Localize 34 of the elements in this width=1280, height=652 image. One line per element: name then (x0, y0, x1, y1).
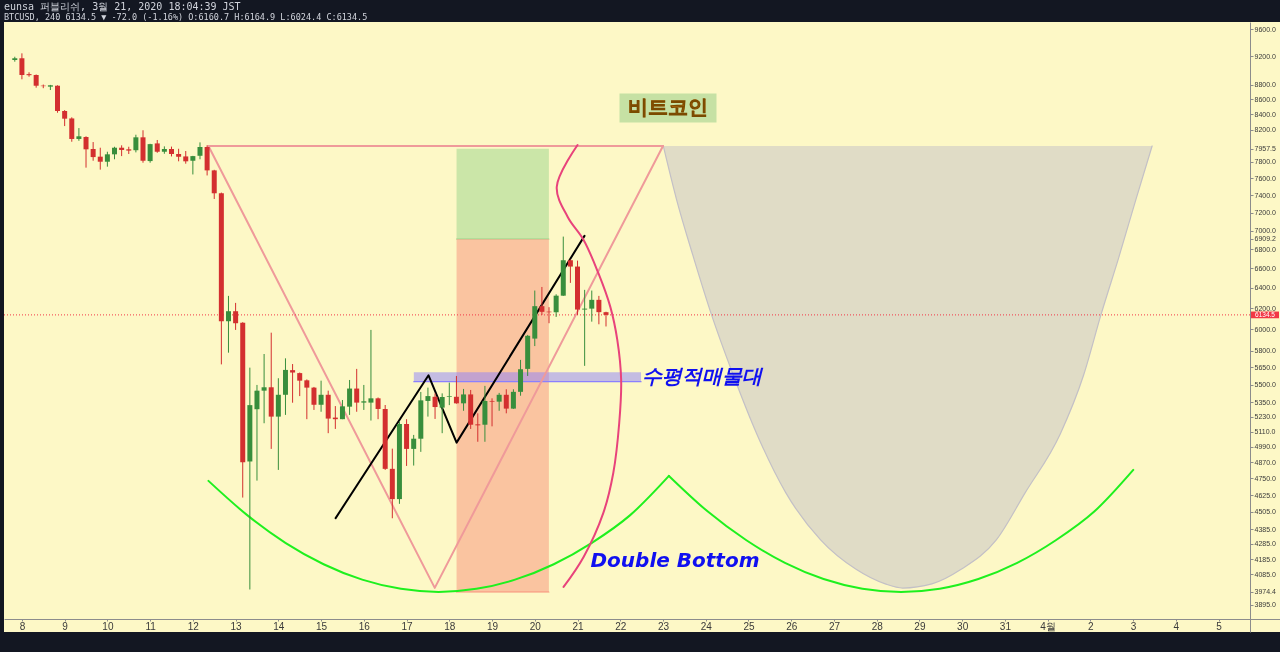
x-tick-label: 20 (529, 620, 542, 632)
chart-subtitle: BTCUSD, 240 6134.5 ▼ -72.0 (-1.16%) O:6160.7 H:6164.9 L:6024.4 C:6134.5 (4, 11, 368, 22)
x-tick-label: 17 (401, 620, 414, 632)
x-tick-label: 13 (230, 620, 243, 632)
x-tick-label: 14 (273, 620, 285, 632)
annotation: 수평적매물대 (642, 363, 765, 388)
x-tick-label: 4월 (1040, 620, 1056, 632)
x-tick-label: 19 (486, 620, 499, 632)
annotation: Double Bottom (590, 548, 760, 572)
x-tick-label: 26 (786, 620, 798, 632)
x-tick-label: 3 (1130, 620, 1137, 632)
x-tick-label: 16 (358, 620, 371, 632)
x-tick-label: 22 (615, 620, 627, 632)
x-tick-label: 4 (1173, 620, 1180, 632)
x-tick-label: 15 (316, 620, 328, 632)
x-tick-label: 28 (871, 620, 884, 632)
x-tick-label: 12 (187, 620, 200, 632)
x-tick-label: 8 (19, 620, 26, 632)
x-tick-label: 31 (999, 620, 1012, 632)
x-tick-label: 10 (102, 620, 114, 632)
x-tick-label: 23 (657, 620, 670, 632)
x-tick-label: 25 (743, 620, 755, 632)
x-tick-label: 9 (62, 620, 69, 632)
x-tick-label: 24 (700, 620, 713, 632)
x-tick-label: 11 (145, 620, 157, 632)
chart-title: eunsa 퍼블리쉬, 3월 21, 2020 18:04:39 JST (4, 0, 241, 12)
x-tick-label: 29 (914, 620, 926, 632)
annotation: 비트코인 (628, 96, 708, 118)
x-tick-label: 18 (444, 620, 456, 632)
x-tick-label: 30 (957, 620, 969, 632)
x-tick-label: 5 (1216, 620, 1223, 632)
x-tick-label: 2 (1088, 620, 1095, 632)
x-tick-label: 21 (572, 620, 585, 632)
x-tick-label: 27 (828, 620, 841, 632)
